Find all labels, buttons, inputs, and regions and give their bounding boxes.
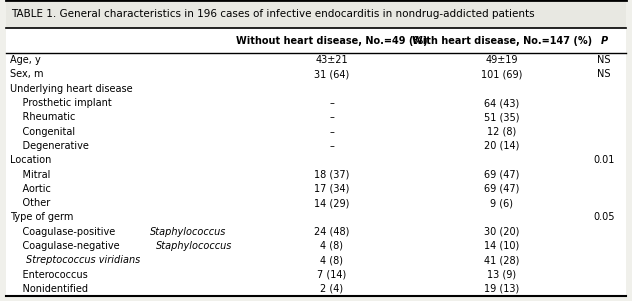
Text: 18 (37): 18 (37) [314,169,349,179]
Text: Degenerative: Degenerative [10,141,89,151]
Text: Type of germ: Type of germ [10,213,73,222]
Text: 69 (47): 69 (47) [484,184,520,194]
Text: Location: Location [10,155,51,165]
Text: 13 (9): 13 (9) [487,270,516,280]
Text: Age, y: Age, y [10,55,40,65]
Text: –: – [329,141,334,151]
Text: Sex, m: Sex, m [10,70,44,79]
Text: Nonidentified: Nonidentified [10,284,88,294]
Text: With heart disease, No.=147 (%): With heart disease, No.=147 (%) [412,36,592,45]
Text: 41 (28): 41 (28) [484,255,520,265]
Text: 0.05: 0.05 [593,213,615,222]
Text: Without heart disease, No.=49 (%): Without heart disease, No.=49 (%) [236,36,428,45]
Text: 24 (48): 24 (48) [314,227,349,237]
Text: Streptococcus viridians: Streptococcus viridians [26,255,140,265]
Text: Enterococcus: Enterococcus [10,270,88,280]
Text: 14 (29): 14 (29) [314,198,349,208]
Text: 14 (10): 14 (10) [484,241,520,251]
Bar [6,0,626,28]
Text: Coagulase-negative: Coagulase-negative [10,241,123,251]
Text: 0.01: 0.01 [593,155,615,165]
Text: 20 (14): 20 (14) [484,141,520,151]
Text: 30 (20): 30 (20) [484,227,520,237]
Text: 101 (69): 101 (69) [482,70,523,79]
Text: 49±19: 49±19 [486,55,518,65]
Text: 7 (14): 7 (14) [317,270,346,280]
Text: Staphylococcus: Staphylococcus [150,227,226,237]
Text: Prosthetic implant: Prosthetic implant [10,98,112,108]
Text: P: P [600,36,607,45]
Text: Other: Other [10,198,51,208]
Text: –: – [329,98,334,108]
Text: Congenital: Congenital [10,127,75,137]
Text: Underlying heart disease: Underlying heart disease [10,84,133,94]
Text: 2 (4): 2 (4) [320,284,344,294]
Text: 17 (34): 17 (34) [314,184,349,194]
Text: –: – [329,127,334,137]
Text: Staphylococcus: Staphylococcus [155,241,232,251]
Text: 4 (8): 4 (8) [320,255,344,265]
Text: TABLE 1. General characteristics in 196 cases of infective endocarditis in nondr: TABLE 1. General characteristics in 196 … [11,9,535,19]
Text: Mitral: Mitral [10,169,51,179]
Text: 64 (43): 64 (43) [484,98,520,108]
Text: 4 (8): 4 (8) [320,241,344,251]
Text: NS: NS [597,55,611,65]
Text: Rheumatic: Rheumatic [10,112,75,122]
Text: 12 (8): 12 (8) [487,127,516,137]
Text: Aortic: Aortic [10,184,51,194]
Text: 51 (35): 51 (35) [484,112,520,122]
Text: 43±21: 43±21 [316,55,348,65]
Text: 9 (6): 9 (6) [490,198,513,208]
Text: –: – [329,112,334,122]
Text: 31 (64): 31 (64) [314,70,349,79]
Text: 69 (47): 69 (47) [484,169,520,179]
Bar [6,28,626,296]
Text: 19 (13): 19 (13) [484,284,520,294]
Text: Coagulase-positive: Coagulase-positive [10,227,118,237]
Text: NS: NS [597,70,611,79]
